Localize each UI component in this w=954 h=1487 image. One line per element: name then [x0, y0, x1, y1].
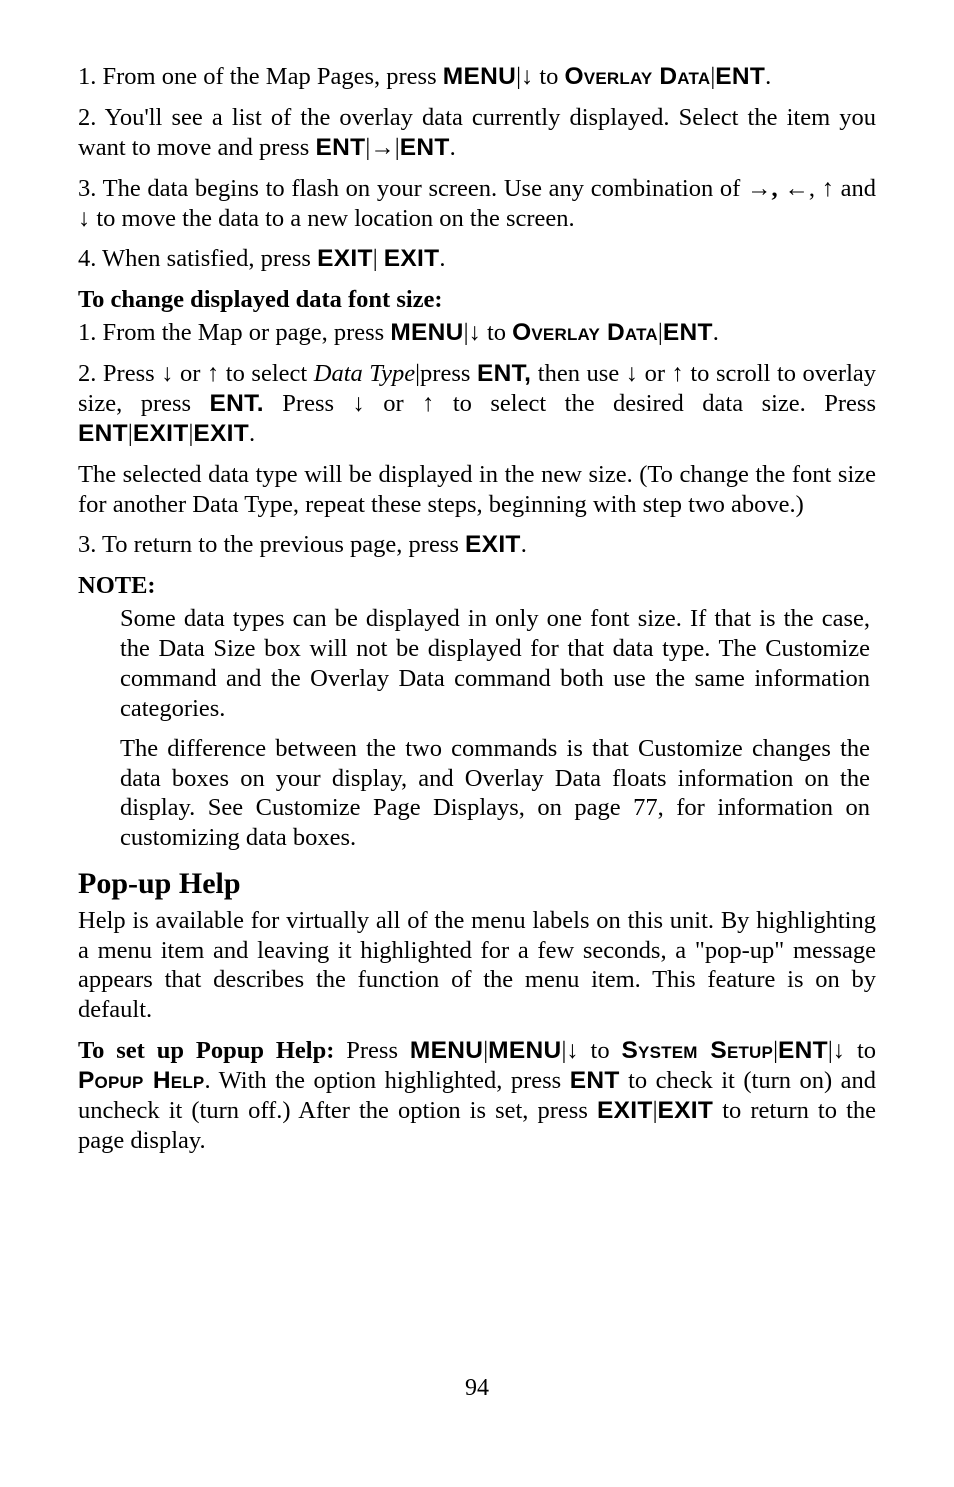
step1-to: to	[533, 63, 564, 90]
c2-or3: or	[365, 390, 422, 417]
note-block: Some data types can be displayed in only…	[78, 604, 876, 853]
down-arrow-icon: ↓	[161, 360, 173, 387]
step4-exit2: EXIT	[384, 245, 440, 272]
step2-ent2: ENT	[400, 134, 450, 161]
note-paragraph-2: The difference between the two commands …	[120, 734, 870, 854]
change-font-heading: To change displayed data font size:	[78, 285, 876, 315]
step3-and: and	[834, 175, 876, 202]
step4-pipe: |	[373, 245, 384, 272]
up-arrow-icon: ↑	[822, 175, 834, 202]
down-arrow-icon: ↓	[78, 205, 90, 232]
ps-press: Press	[334, 1037, 410, 1064]
c3-dot: .	[521, 531, 527, 558]
down-arrow-icon: ↓	[521, 63, 533, 90]
ps-ph: Popup Help	[78, 1067, 204, 1094]
c1-to: to	[481, 319, 512, 346]
c2-dot: .	[249, 420, 255, 447]
c2-datatype: Data Type	[314, 360, 415, 387]
change-step-2: 2. Press ↓ or ↑ to select Data Type|pres…	[78, 359, 876, 449]
c2-ent2: ENT.	[210, 390, 264, 417]
step-3: 3. The data begins to flash on your scre…	[78, 174, 876, 234]
ps-ent2: ENT	[570, 1067, 620, 1094]
c2-press2: Press	[264, 390, 353, 417]
change-step-3: 3. To return to the previous page, press…	[78, 530, 876, 560]
up-arrow-icon: ↑	[207, 360, 219, 387]
c2-select2: to select the desired data size. Press	[434, 390, 876, 417]
c2-press1: press	[420, 360, 477, 387]
step-2: 2. You'll see a list of the overlay data…	[78, 103, 876, 163]
c3-prefix: 3. To return to the previous page, press	[78, 531, 465, 558]
right-arrow-icon: →	[370, 134, 395, 161]
c2-ex2: EXIT	[193, 420, 249, 447]
popup-help-paragraph: Help is available for virtually all of t…	[78, 906, 876, 1026]
ps-to: to	[579, 1037, 622, 1064]
page-container: 1. From one of the Map Pages, press MENU…	[0, 0, 954, 1487]
step1-dot: .	[765, 63, 771, 90]
step2-ent1: ENT	[315, 134, 365, 161]
ps-menu2: MENU	[488, 1037, 561, 1064]
c3-exit: EXIT	[465, 531, 521, 558]
note-paragraph-1: Some data types can be displayed in only…	[120, 604, 870, 724]
ps-ex1: EXIT	[597, 1097, 653, 1124]
step1-menu: MENU	[443, 63, 516, 90]
ps-ent: ENT	[778, 1037, 828, 1064]
left-arrow-icon: ←	[784, 175, 809, 202]
up-arrow-icon: ↑	[422, 390, 434, 417]
change-step-2b: The selected data type will be displayed…	[78, 460, 876, 520]
down-arrow-icon: ↓	[353, 390, 365, 417]
step1-overlay: Overlay Data	[565, 63, 711, 90]
step2-text: 2. You'll see a list of the overlay data…	[78, 104, 876, 161]
c1-prefix: 1. From the Map or page, press	[78, 319, 390, 346]
right-arrow-icon: →	[747, 175, 772, 202]
down-arrow-icon: ↓	[566, 1037, 578, 1064]
c1-dot: .	[713, 319, 719, 346]
c2-then: then use	[531, 360, 626, 387]
c1-overlay: Overlay Data	[512, 319, 658, 346]
c1-menu: MENU	[390, 319, 463, 346]
step3-prefix: 3. The data begins to flash on your scre…	[78, 175, 747, 202]
step-4: 4. When satisfied, press EXIT| EXIT.	[78, 244, 876, 274]
step4-dot: .	[439, 245, 445, 272]
c1-ent: ENT	[663, 319, 713, 346]
note-label: NOTE:	[78, 571, 876, 601]
ps-menu1: MENU	[410, 1037, 483, 1064]
step3-comma2: ,	[809, 175, 822, 202]
c2-ent1: ENT,	[477, 360, 531, 387]
step2-dot: .	[450, 134, 456, 161]
step4-prefix: 4. When satisfied, press	[78, 245, 317, 272]
page-number: 94	[0, 1374, 954, 1403]
step4-exit1: EXIT	[317, 245, 373, 272]
step3-comma: ,	[772, 175, 778, 202]
change-step-1: 1. From the Map or page, press MENU|↓ to…	[78, 318, 876, 348]
down-arrow-icon: ↓	[626, 360, 638, 387]
ps-ex2: EXIT	[658, 1097, 714, 1124]
ps-sys: System Setup	[622, 1037, 774, 1064]
ps-mid: . With the option highlighted, press	[204, 1067, 569, 1094]
popup-setup-paragraph: To set up Popup Help: Press MENU|MENU|↓ …	[78, 1036, 876, 1156]
popup-help-heading: Pop-up Help	[78, 866, 876, 903]
c2-ent3: ENT	[78, 420, 128, 447]
ps-prefix: To set up Popup Help:	[78, 1037, 334, 1064]
ps-to2: to	[845, 1037, 876, 1064]
step-1: 1. From one of the Map Pages, press MENU…	[78, 62, 876, 92]
c2-or2: or	[638, 360, 672, 387]
down-arrow-icon: ↓	[469, 319, 481, 346]
step1-prefix: 1. From one of the Map Pages, press	[78, 63, 443, 90]
step1-ent: ENT	[715, 63, 765, 90]
c2-or1: or	[173, 360, 207, 387]
up-arrow-icon: ↑	[672, 360, 684, 387]
c2-sel: to select	[219, 360, 314, 387]
down-arrow-icon: ↓	[833, 1037, 845, 1064]
c2-ex1: EXIT	[133, 420, 189, 447]
step3-suffix: to move the data to a new location on th…	[90, 205, 574, 232]
c2-prefix: 2. Press	[78, 360, 161, 387]
